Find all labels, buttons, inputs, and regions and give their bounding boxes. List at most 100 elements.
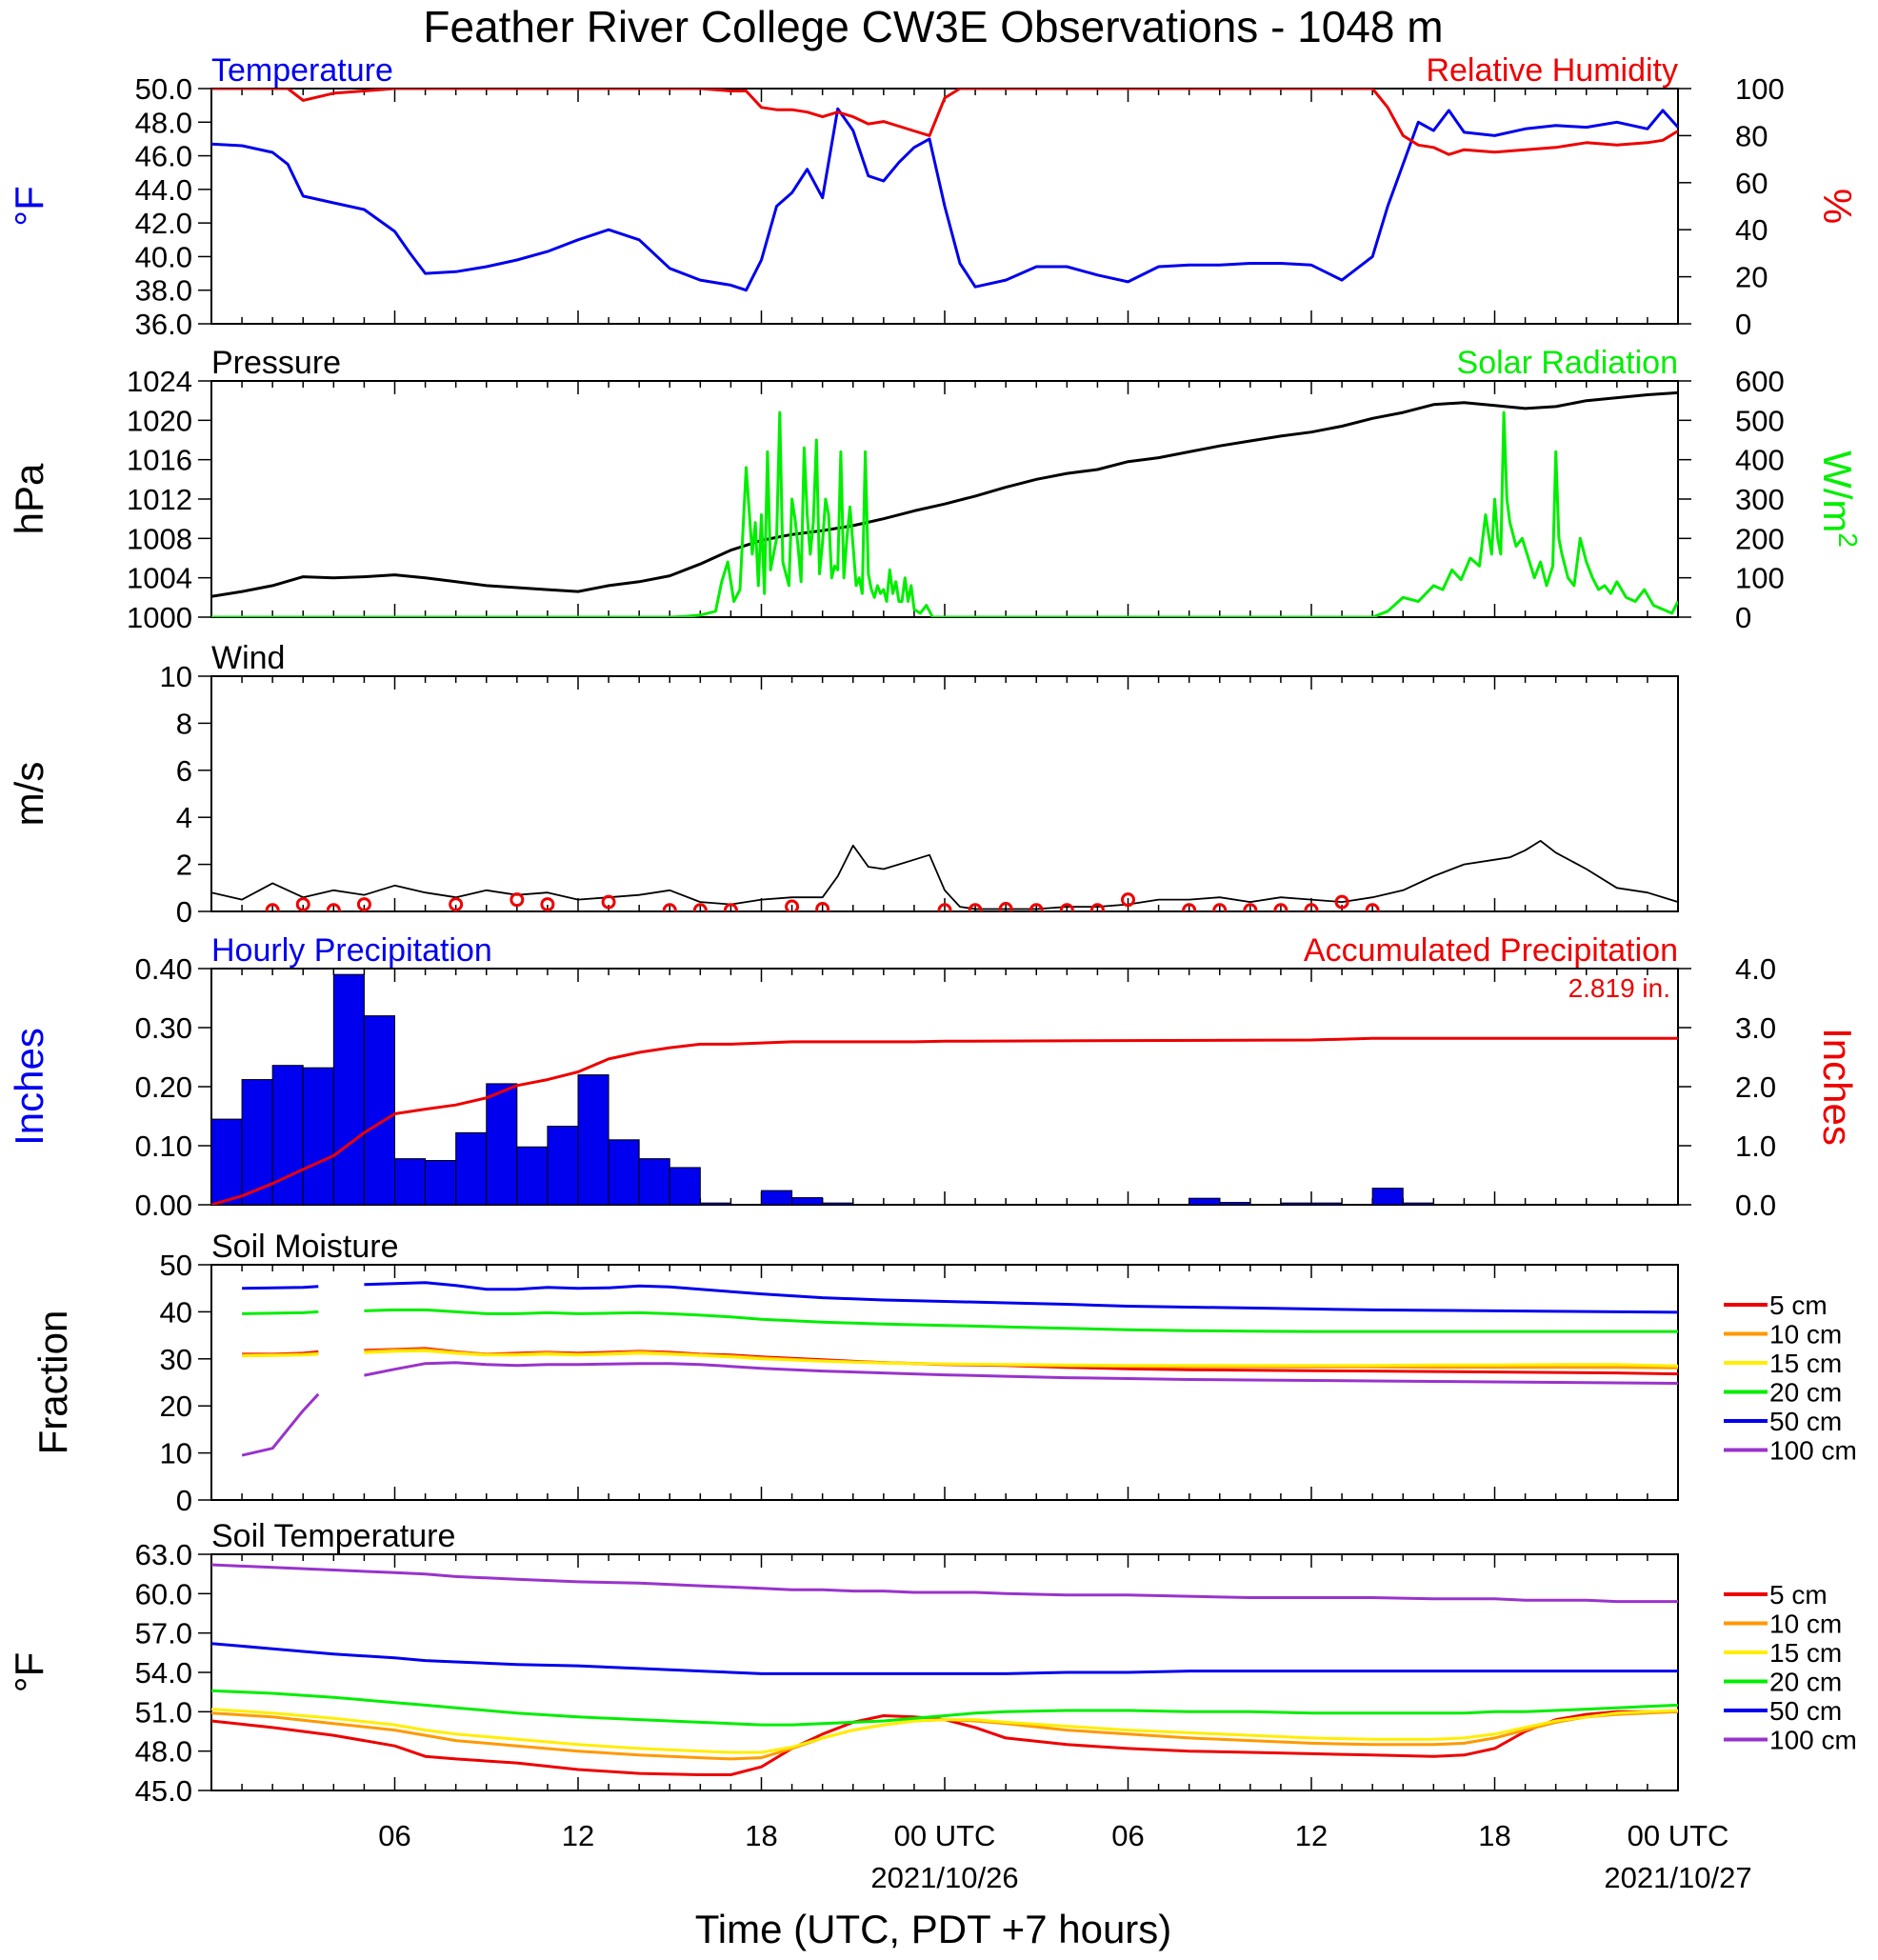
y-tick-label-right: 500 <box>1735 404 1785 437</box>
series-100-cm <box>211 1563 1678 1604</box>
panel-data <box>211 973 1678 1205</box>
y-tick-label-left: 10 <box>160 660 192 693</box>
y-tick-label-left: 44.0 <box>135 173 192 207</box>
precip-bar <box>699 1202 731 1205</box>
panel-data <box>241 1281 1678 1457</box>
precip-bar <box>608 1139 640 1205</box>
panel-wind: 0 2 4 6 8 10 Wind m/s <box>7 640 1679 929</box>
calm-wind-marker <box>968 903 983 911</box>
panel-title-left: Hourly Precipitation <box>211 932 492 969</box>
x-tick-label: 18 <box>745 1819 777 1852</box>
legend-label: 5 cm <box>1769 1290 1828 1320</box>
y-axis-label-left: m/s <box>7 762 51 827</box>
panel-title-right: Accumulated Precipitation <box>1304 932 1678 969</box>
legend-label: 10 cm <box>1769 1320 1842 1350</box>
calm-wind-marker <box>326 903 341 911</box>
calm-wind-marker <box>785 899 800 911</box>
figure-title: Feather River College CW3E Observations … <box>423 2 1443 51</box>
series-relative-humidity <box>211 89 1678 156</box>
x-tick-label: 00 UTC <box>1628 1819 1729 1852</box>
y-axis-label-right: Inches <box>1815 1028 1860 1146</box>
precip-bar <box>1219 1202 1251 1205</box>
y-tick-label-left: 50.0 <box>135 72 192 106</box>
calm-wind-marker <box>937 903 952 911</box>
precip-bar <box>241 1079 273 1205</box>
y-tick-label-right: 2.0 <box>1735 1070 1776 1104</box>
y-axis-label-left: Fraction <box>30 1310 75 1455</box>
calm-wind-marker <box>449 897 464 911</box>
y-tick-label-left: 46.0 <box>135 140 192 173</box>
panel-title-right: Relative Humidity <box>1426 52 1678 89</box>
legend-label: 50 cm <box>1769 1407 1842 1436</box>
y-tick-label-left: 48.0 <box>135 1735 192 1769</box>
y-tick-label-right: 0 <box>1735 308 1751 341</box>
panel-data <box>211 840 1678 911</box>
calm-wind-marker <box>1059 903 1074 911</box>
y-tick-label-left: 60.0 <box>135 1577 192 1610</box>
calm-wind-marker <box>692 903 708 911</box>
y-axis-label-right: W/m2 <box>1815 450 1863 548</box>
precip-bar <box>1371 1188 1404 1205</box>
calm-wind-marker <box>1212 903 1228 911</box>
y-tick-label-left: 6 <box>176 754 192 788</box>
panel-frame <box>210 675 1679 912</box>
y-tick-label-left: 38.0 <box>135 274 192 308</box>
y-tick-label-right: 200 <box>1735 522 1785 555</box>
y-tick-label-left: 1020 <box>127 404 192 437</box>
x-axis-label: Time (UTC, PDT +7 hours) <box>695 1907 1172 1951</box>
x-tick-label: 12 <box>562 1819 594 1852</box>
precip-bar <box>271 1065 304 1205</box>
calm-wind-marker <box>998 902 1013 911</box>
precip-bar <box>669 1167 701 1205</box>
y-tick-label-left: 63.0 <box>135 1538 192 1571</box>
x-tick-label: 18 <box>1478 1819 1510 1852</box>
y-tick-label-left: 0 <box>176 895 192 929</box>
y-tick-label-right: 100 <box>1735 562 1785 595</box>
y-tick-label-left: 2 <box>176 849 192 882</box>
precip-bar <box>211 1118 243 1205</box>
precip-bar <box>791 1197 824 1205</box>
calm-wind-marker <box>1365 903 1380 911</box>
y-tick-label-left: 48.0 <box>135 106 192 139</box>
panel-data <box>211 1563 1678 1776</box>
y-tick-label-right: 80 <box>1735 119 1768 152</box>
y-tick-label-left: 1000 <box>127 601 192 634</box>
x-tick-label: 12 <box>1295 1819 1328 1852</box>
y-tick-label-right: 400 <box>1735 444 1785 477</box>
y-tick-label-left: 50 <box>160 1249 192 1282</box>
calm-wind-marker <box>1029 903 1044 911</box>
y-tick-label-left: 36.0 <box>135 308 192 341</box>
calm-wind-marker <box>1243 903 1258 911</box>
precip-bar <box>332 973 365 1205</box>
y-tick-label-right: 40 <box>1735 213 1768 247</box>
precip-bar <box>761 1190 793 1205</box>
x-tick-label: 06 <box>378 1819 410 1852</box>
y-tick-label-left: 0 <box>176 1484 192 1517</box>
y-tick-label-right: 20 <box>1735 261 1768 294</box>
y-axis-label-left: °F <box>7 186 51 226</box>
y-tick-label-left: 30 <box>160 1343 192 1376</box>
y-tick-label-left: 42.0 <box>135 207 192 240</box>
series-50-cm <box>242 1281 1678 1314</box>
accum-precip-line <box>211 1036 1678 1205</box>
x-tick-label: 06 <box>1111 1819 1144 1852</box>
precip-bar <box>1402 1202 1434 1205</box>
y-tick-label-left: 0.00 <box>135 1189 192 1222</box>
y-tick-label-right: 4.0 <box>1735 952 1776 986</box>
y-axis-label-left: °F <box>7 1652 51 1692</box>
y-axis-label-superscript: 2 <box>1833 532 1863 548</box>
legend-label: 20 cm <box>1769 1668 1842 1697</box>
x-tick-date-label: 2021/10/27 <box>1604 1861 1751 1894</box>
legend-label: 10 cm <box>1769 1610 1842 1639</box>
precip-bar <box>1280 1202 1312 1205</box>
panel-title-left: Soil Temperature <box>211 1518 455 1554</box>
y-tick-label-left: 8 <box>176 707 192 740</box>
legend-label: 50 cm <box>1769 1696 1842 1726</box>
panel-frame <box>210 380 1679 618</box>
series-pressure <box>211 390 1678 598</box>
